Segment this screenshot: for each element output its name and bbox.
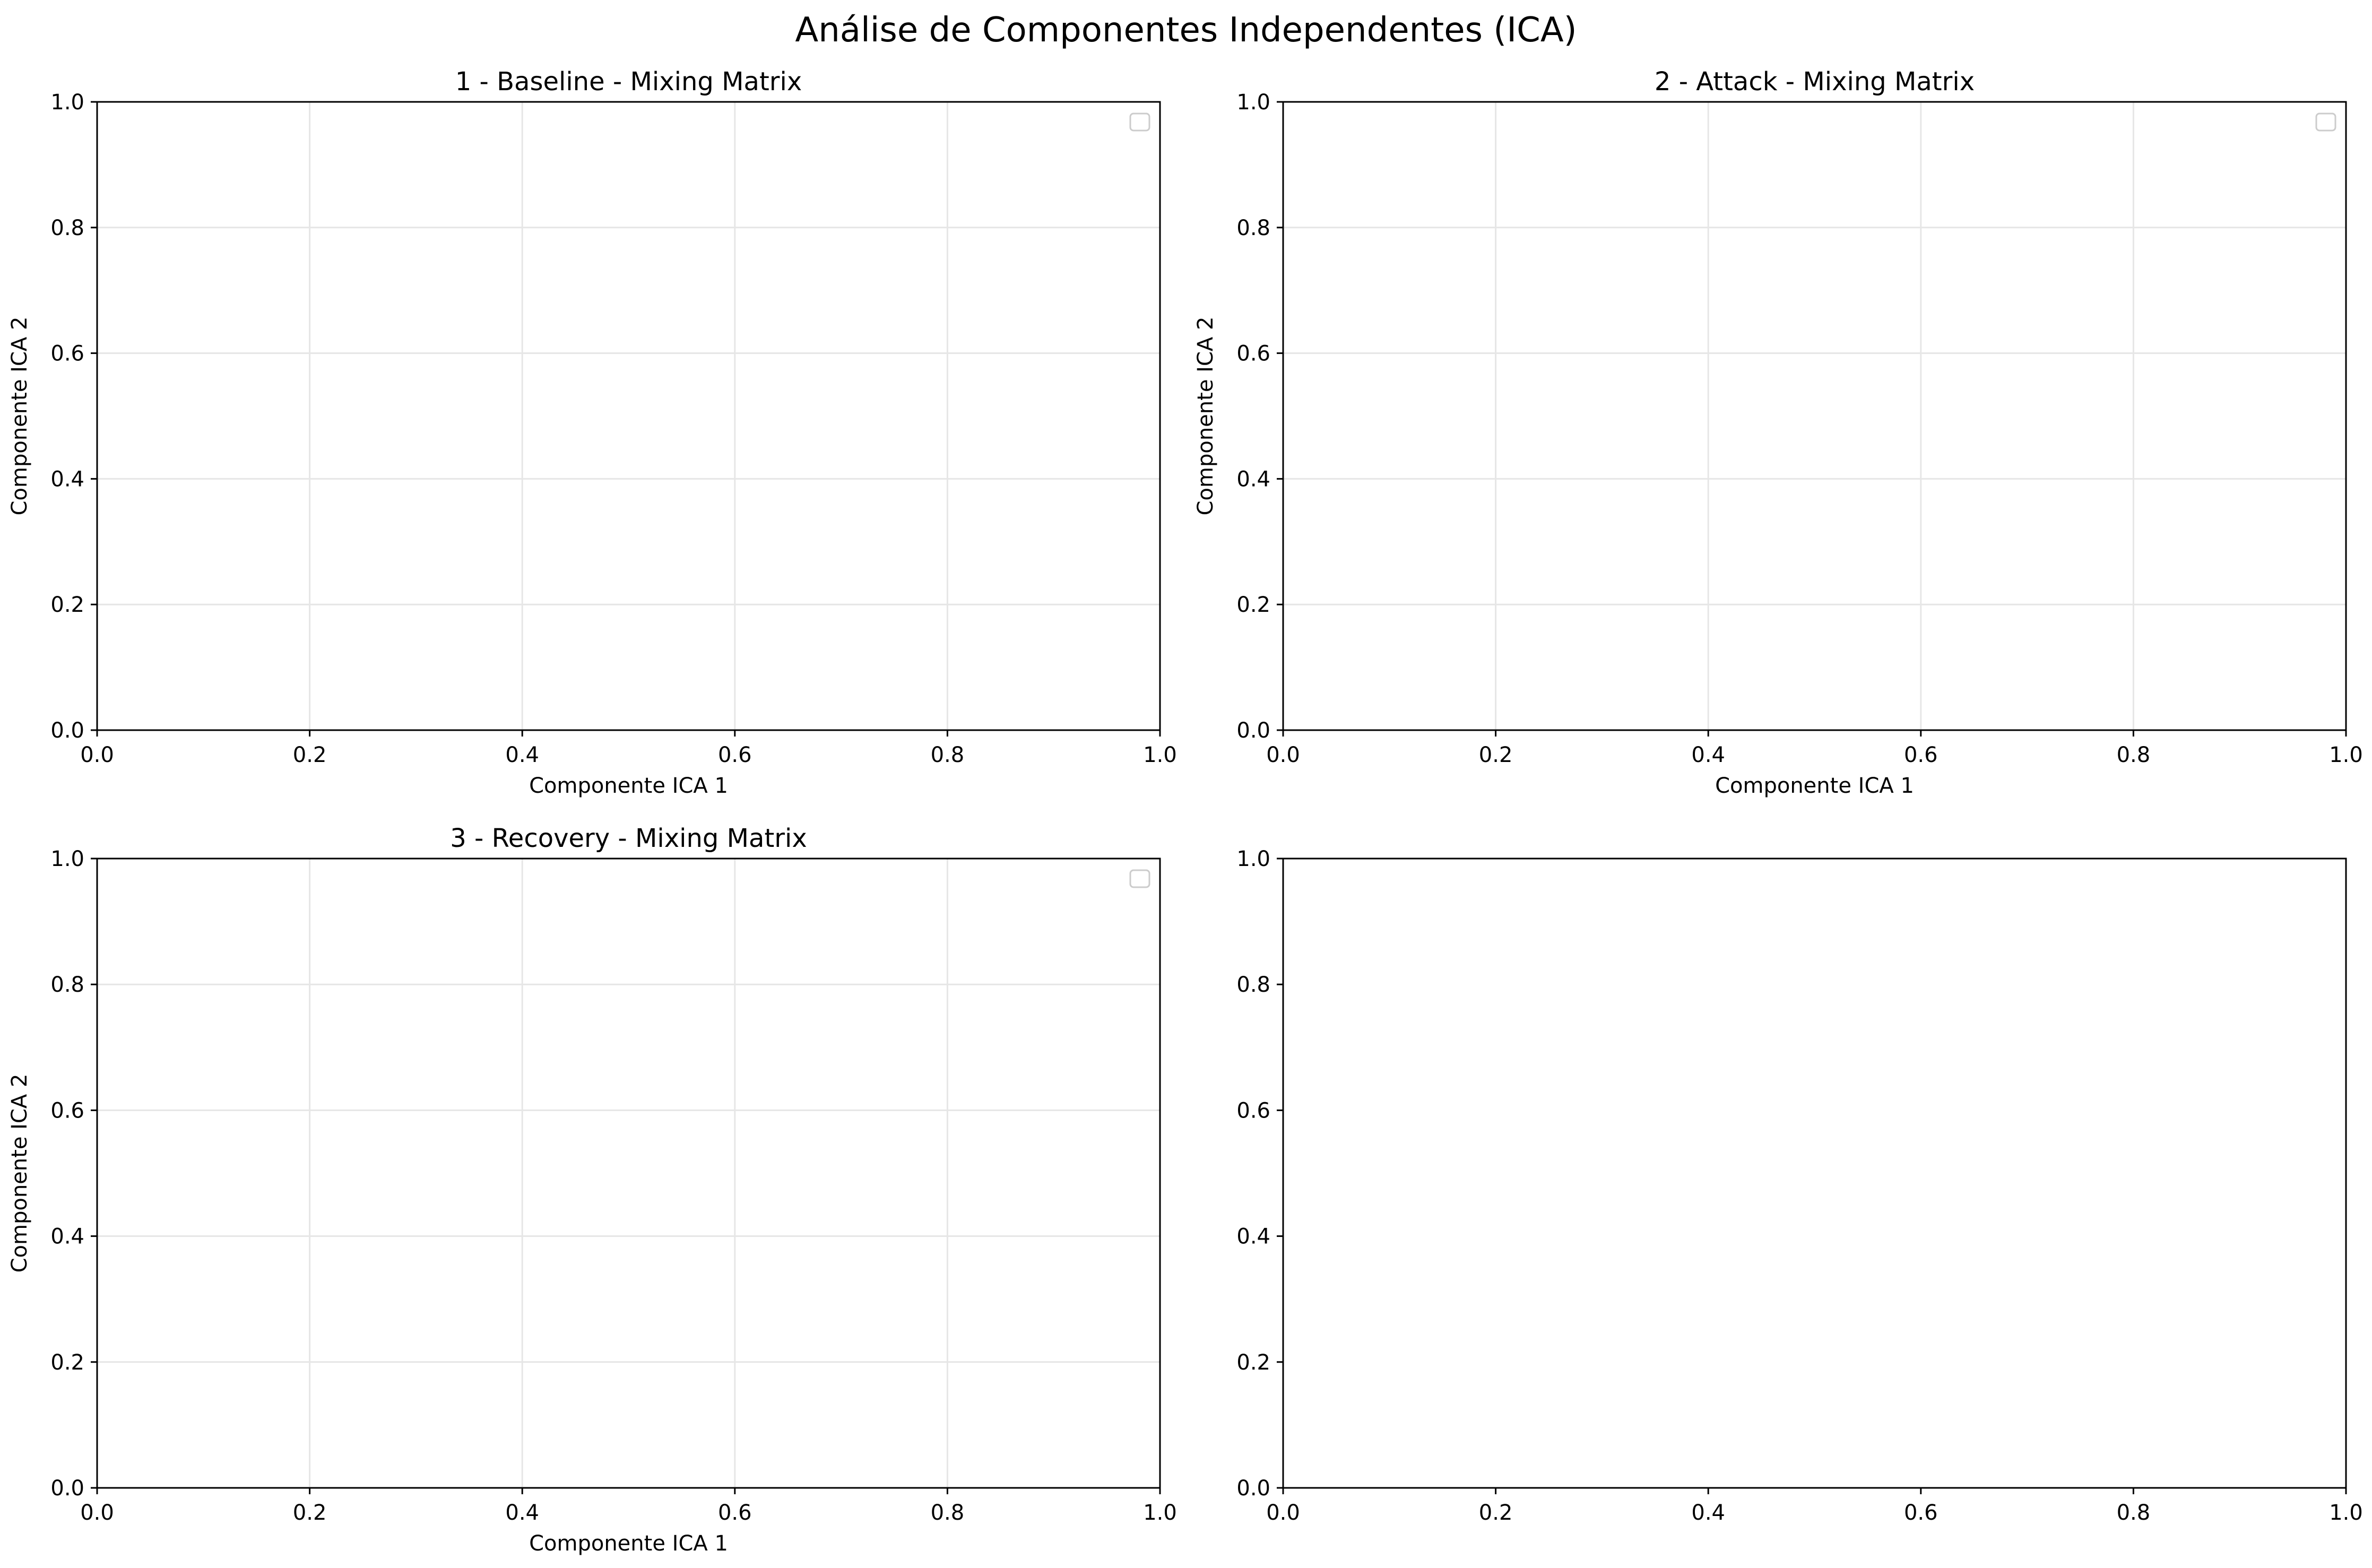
subplot-2: 0.0 0.2 0.4 0.6 0.8 1.0 0.0 0.2 0.4 0.6 0.8 1.0 2 - … — [1193, 67, 2363, 798]
x-tick-label: 0.8 — [931, 743, 965, 767]
y-tick-label: 0.8 — [1236, 973, 1270, 997]
y-tick-label: 1.0 — [1236, 90, 1270, 115]
y-tick-label: 0.0 — [50, 718, 84, 743]
y-tick-label: 1.0 — [50, 847, 84, 871]
x-tick-label: 0.8 — [931, 1501, 965, 1525]
x-tick-label: 0.6 — [718, 743, 752, 767]
x-tick-label: 0.0 — [80, 1501, 114, 1525]
x-tick-label: 0.6 — [1904, 1501, 1938, 1525]
x-axis-label: Componente ICA 1 — [529, 774, 728, 798]
y-tick-label: 0.6 — [1236, 342, 1270, 366]
x-tick-label: 0.4 — [505, 1501, 539, 1525]
x-tick-label: 1.0 — [2329, 743, 2363, 767]
y-axis-label: Componente ICA 2 — [1193, 317, 1218, 516]
x-tick-label: 0.6 — [1904, 743, 1938, 767]
subplot-1: 0.0 0.2 0.4 0.6 0.8 1.0 0.0 0.2 0.4 0.6 0.8 1.0 1 - … — [7, 67, 1177, 798]
x-tick-label: 0.8 — [2117, 1501, 2151, 1525]
x-tick-label: 1.0 — [1143, 743, 1177, 767]
y-tick-label: 0.6 — [50, 1098, 84, 1123]
x-tick-label: 0.0 — [80, 743, 114, 767]
x-axis-label: Componente ICA 1 — [529, 1531, 728, 1556]
subplot-title: 3 - Recovery - Mixing Matrix — [450, 824, 807, 853]
x-tick-label: 0.4 — [1691, 1501, 1725, 1525]
x-tick-label: 0.2 — [293, 1501, 327, 1525]
y-tick-label: 0.2 — [1236, 593, 1270, 617]
y-tick-label: 0.4 — [50, 467, 84, 491]
y-tick-label: 1.0 — [50, 90, 84, 115]
y-tick-label: 0.4 — [1236, 467, 1270, 491]
y-tick-label: 0.6 — [50, 342, 84, 366]
axes-frame — [96, 857, 1161, 1489]
x-tick-label: 0.0 — [1266, 743, 1300, 767]
subplot-grid: 0.0 0.2 0.4 0.6 0.8 1.0 0.0 0.2 0.4 0.6 0.8 1.0 1 - … — [7, 67, 2363, 1556]
subplot-3: 0.0 0.2 0.4 0.6 0.8 1.0 0.0 0.2 0.4 0.6 0.8 1.0 3 - … — [7, 824, 1177, 1556]
x-tick-label: 0.2 — [1479, 743, 1513, 767]
y-tick-label: 0.2 — [50, 1350, 84, 1375]
x-tick-label: 0.0 — [1266, 1501, 1300, 1525]
legend-box — [1129, 112, 1150, 132]
x-tick-label: 1.0 — [2329, 1501, 2363, 1525]
legend-box — [2315, 112, 2336, 132]
subplot-title: 1 - Baseline - Mixing Matrix — [455, 67, 802, 97]
x-tick-label: 0.4 — [505, 743, 539, 767]
y-tick-label: 0.4 — [50, 1225, 84, 1249]
y-tick-label: 0.4 — [1236, 1225, 1270, 1249]
y-tick-label: 0.8 — [50, 216, 84, 240]
figure-title: Análise de Componentes Independentes (IC… — [795, 11, 1577, 50]
y-tick-label: 0.2 — [1236, 1350, 1270, 1375]
y-tick-label: 0.0 — [50, 1476, 84, 1501]
y-tick-label: 1.0 — [1236, 847, 1270, 871]
y-axis-label: Componente ICA 2 — [7, 1074, 32, 1273]
y-axis-label: Componente ICA 2 — [7, 317, 32, 516]
x-tick-label: 0.4 — [1691, 743, 1725, 767]
subplot-title: 2 - Attack - Mixing Matrix — [1655, 67, 1975, 97]
y-tick-label: 0.0 — [1236, 718, 1270, 743]
axes-frame — [96, 101, 1161, 731]
y-tick-label: 0.8 — [50, 973, 84, 997]
x-tick-label: 0.6 — [718, 1501, 752, 1525]
y-tick-label: 0.8 — [1236, 216, 1270, 240]
x-tick-label: 0.2 — [293, 743, 327, 767]
x-tick-label: 0.2 — [1479, 1501, 1513, 1525]
subplot-4: 0.0 0.2 0.4 0.6 0.8 1.0 0.0 0.2 0.4 0.6 0.8 1.0 — [1236, 847, 2362, 1525]
x-axis-label: Componente ICA 1 — [1715, 774, 1914, 798]
x-tick-label: 0.8 — [2117, 743, 2151, 767]
x-tick-label: 1.0 — [1143, 1501, 1177, 1525]
axes-frame — [1282, 101, 2347, 731]
y-tick-label: 0.0 — [1236, 1476, 1270, 1501]
axes-frame — [1282, 857, 2347, 1489]
y-tick-label: 0.2 — [50, 593, 84, 617]
y-tick-label: 0.6 — [1236, 1098, 1270, 1123]
legend-box — [1129, 869, 1150, 888]
